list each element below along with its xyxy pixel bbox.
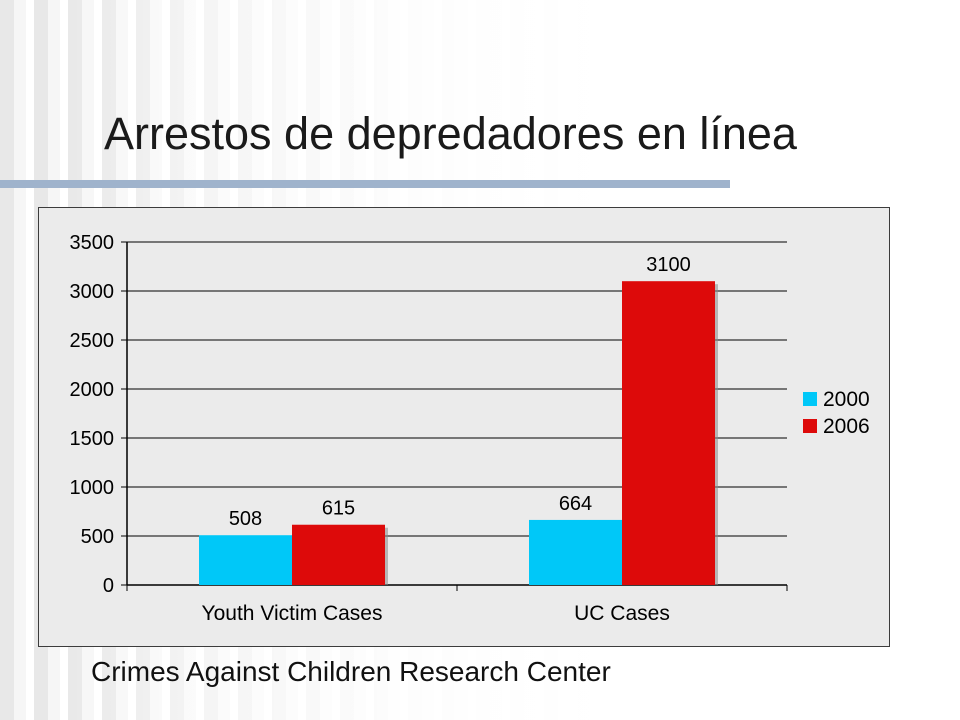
y-tick-label: 1000 — [70, 477, 115, 499]
slide-title: Arrestos de depredadores en línea — [104, 108, 797, 159]
y-tick-label: 500 — [81, 526, 114, 548]
title-underline — [0, 180, 730, 188]
bar-2000 — [529, 519, 622, 585]
bar-2006 — [292, 524, 385, 585]
y-tick-label: 3000 — [70, 281, 115, 303]
legend-label: 2000 — [823, 388, 870, 411]
bar-2000 — [199, 535, 292, 585]
source-footer: Crimes Against Children Research Center — [91, 656, 611, 687]
chart-frame — [38, 207, 890, 647]
y-tick-label: 0 — [103, 575, 114, 597]
bar-2006 — [622, 281, 715, 585]
x-tick-label: Youth Victim Cases — [202, 602, 383, 625]
y-tick-label: 1500 — [70, 428, 115, 450]
data-label: 664 — [559, 493, 592, 515]
legend-swatch-2000 — [803, 392, 817, 406]
data-label: 3100 — [646, 254, 691, 276]
legend-label: 2006 — [823, 415, 870, 438]
data-label: 615 — [322, 498, 355, 520]
y-tick-label: 3500 — [70, 232, 115, 254]
legend-swatch-2006 — [803, 419, 817, 433]
y-tick-label: 2000 — [70, 379, 115, 401]
y-tick-label: 2500 — [70, 330, 115, 352]
x-tick-label: UC Cases — [574, 602, 670, 625]
data-label: 508 — [229, 508, 262, 530]
